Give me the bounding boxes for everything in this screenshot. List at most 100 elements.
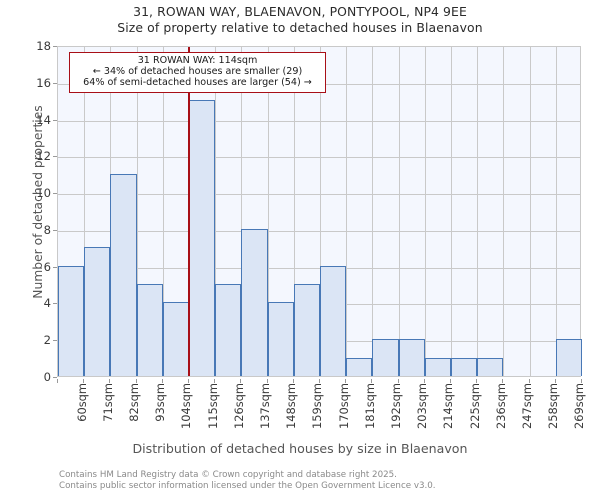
gridline-vertical [555,47,557,376]
x-axis-tick-mark [240,379,242,383]
footer-line-2: Contains public sector information licen… [59,481,436,492]
property-annotation-box: 31 ROWAN WAY: 114sqm ← 34% of detached h… [69,52,326,93]
x-axis-tick-mark [397,379,399,383]
x-axis-tick-label: 258sqm [546,383,561,430]
property-marker-line [188,47,190,376]
x-axis-tick-mark [83,379,85,383]
histogram-bar [267,302,294,376]
y-axis-labels: 0 2 4 6 8 10 12 14 16 18 [0,39,57,384]
page-title: 31, ROWAN WAY, BLAENAVON, PONTYPOOL, NP4… [133,4,467,19]
x-axis-tick-label: 60sqm [74,383,89,422]
x-axis-tick-mark [135,379,137,383]
gridline-vertical [267,47,269,376]
x-axis-tick-label: 148sqm [284,383,299,430]
x-axis-tick-label: 159sqm [310,383,325,430]
gridline-vertical [320,47,321,376]
gridline-vertical [529,47,531,376]
histogram-bar [398,339,425,376]
annotation-smaller-pct: ← 34% of detached houses are smaller (29… [92,66,303,78]
gridline-vertical [346,47,348,376]
histogram-bar [136,284,163,376]
gridline-horizontal [58,120,580,122]
x-axis-tick-label: 247sqm [520,383,534,430]
x-axis-tick-label: 126sqm [231,383,246,430]
x-axis-tick-mark [371,379,373,383]
x-axis-tick-mark [292,379,294,383]
gridline-vertical [162,47,164,376]
y-axis-tick-mark [53,340,57,342]
gridline-vertical [451,47,452,376]
gridline-vertical [424,47,426,376]
x-axis-tick-mark [266,379,268,383]
y-axis-tick-mark [53,266,57,268]
y-axis-tick-mark [53,82,57,84]
bars-layer [58,47,582,376]
x-axis-tick-mark [345,379,347,383]
gridline-horizontal [58,230,580,232]
histogram-bar [241,228,268,376]
x-axis-tick-label: 104sqm [179,383,194,430]
y-axis-tick-mark [53,229,57,231]
y-axis-tick-mark [53,119,57,121]
histogram-bar [477,357,504,376]
y-axis-tick-mark [53,377,57,378]
y-axis-tick-label: 16 [36,75,51,90]
plot-area: 31 ROWAN WAY: 114sqm ← 34% of detached h… [57,46,582,377]
x-axis-tick-mark [554,379,556,383]
y-axis-tick-label: 6 [43,259,51,274]
x-axis-tick-label: 203sqm [415,383,430,430]
x-axis-title: Distribution of detached houses by size … [132,441,468,456]
x-axis-tick-label: 115sqm [205,383,220,430]
x-axis-tick-mark [528,379,530,383]
chart-title-block: 31, ROWAN WAY, BLAENAVON, PONTYPOOL, NP4… [0,4,600,35]
x-axis-tick-mark [581,379,582,383]
annotation-larger-pct: 64% of semi-detached houses are larger (… [83,77,312,89]
y-axis-tick-mark [53,46,57,47]
y-axis-tick-mark [53,303,57,305]
histogram-bar [424,357,451,376]
x-axis-tick-mark [161,379,163,383]
histogram-bar [320,265,347,376]
y-axis-tick-mark [53,156,57,158]
y-axis-tick-label: 14 [36,112,51,127]
x-axis-tick-label: 269sqm [572,383,587,430]
gridline-horizontal [58,194,580,196]
x-axis-tick-label: 192sqm [389,383,403,430]
y-axis-tick-label: 18 [36,39,51,53]
x-axis-labels: 60sqm 71sqm 82sqm 93sqm 104sqm 115sqm 126sqm 13… [57,379,600,437]
x-axis-tick-mark [423,379,425,383]
gridline-vertical [503,47,505,376]
gridline-vertical [477,47,479,376]
y-axis-tick-label: 4 [43,296,51,311]
histogram-bar [162,302,189,376]
chart-subtitle: Size of property relative to detached ho… [117,19,483,35]
y-axis-tick-mark [53,193,57,195]
gridline-vertical [136,47,138,376]
footer-attribution: Contains HM Land Registry data © Crown c… [59,470,579,492]
gridline-vertical [293,47,295,376]
x-axis-tick-mark [502,379,504,383]
histogram-bar [58,265,85,376]
y-axis-tick-label: 10 [36,186,51,201]
histogram-bar [372,339,399,376]
x-axis-tick-mark [57,379,58,383]
gridline-horizontal [58,267,580,269]
x-axis-tick-mark [109,379,111,383]
annotation-property-size: 31 ROWAN WAY: 114sqm [137,55,258,66]
y-axis-tick-label: 8 [43,222,51,237]
histogram-bar [346,357,373,376]
histogram-bar [555,339,582,376]
x-axis-tick-mark [188,379,189,383]
y-axis-tick-label: 12 [36,149,51,164]
y-axis-tick-label: 2 [43,333,51,348]
histogram-bar [84,247,111,376]
x-axis-tick-label: 214sqm [441,383,456,430]
histogram-bar [293,284,320,376]
gridline-vertical [398,47,400,376]
gridline-horizontal [58,157,580,159]
x-axis-tick-label: 93sqm [153,383,168,422]
y-axis-tick-label: 0 [43,370,51,384]
gridline-vertical [215,47,217,376]
gridline-vertical [241,47,243,376]
